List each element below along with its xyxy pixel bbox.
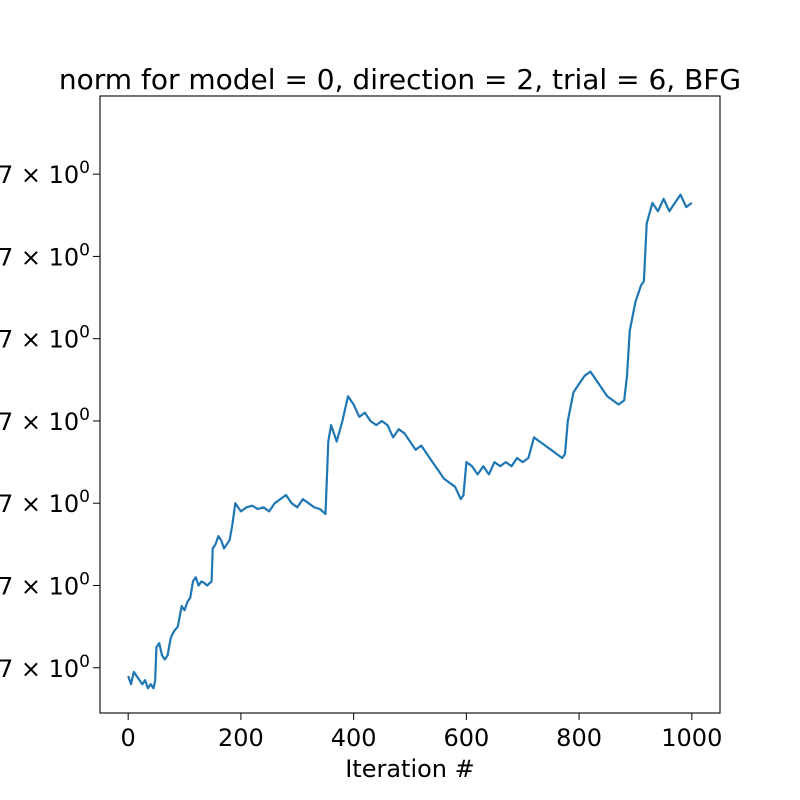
y-tick-label: 7 × 100 [0,158,90,189]
x-axis-label: Iteration # [345,755,475,783]
y-tick-label: 7 × 100 [0,487,90,518]
plot-frame [99,95,721,714]
y-tick-label: 7 × 100 [0,405,90,436]
y-axis-ticks: 7 × 100 7 × 100 7 × 100 7 × 100 7 × 100 7 × 1… [0,158,100,683]
x-tick-label: 1000 [661,724,722,752]
x-tick-label: 0 [121,724,136,752]
plot-series [127,193,693,690]
y-tick-label: 7 × 100 [0,652,90,683]
x-tick-label: 600 [443,724,489,752]
x-axis-ticks: 0 200 400 600 800 1000 [121,713,722,752]
x-tick-label: 400 [331,724,377,752]
series-line-0 [127,193,693,690]
y-tick-label: 7 × 100 [0,240,90,271]
chart-title: norm for model = 0, direction = 2, trial… [59,63,741,96]
x-tick-label: 800 [556,724,602,752]
y-tick-label: 7 × 100 [0,569,90,600]
x-tick-label: 200 [218,724,264,752]
y-tick-label: 7 × 100 [0,323,90,354]
